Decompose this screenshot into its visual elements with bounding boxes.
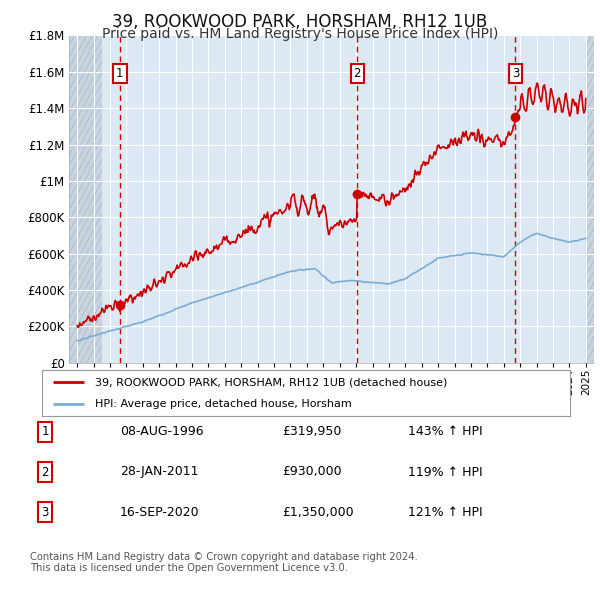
Text: £1,350,000: £1,350,000 [282, 506, 353, 519]
Text: 2: 2 [353, 67, 361, 80]
Text: 2: 2 [41, 466, 49, 478]
Text: £319,950: £319,950 [282, 425, 341, 438]
Text: Contains HM Land Registry data © Crown copyright and database right 2024.
This d: Contains HM Land Registry data © Crown c… [30, 552, 418, 573]
Text: 28-JAN-2011: 28-JAN-2011 [120, 466, 199, 478]
Bar [69, 35, 102, 363]
Text: 121% ↑ HPI: 121% ↑ HPI [408, 506, 482, 519]
Text: £930,000: £930,000 [282, 466, 341, 478]
Text: 39, ROOKWOOD PARK, HORSHAM, RH12 1UB: 39, ROOKWOOD PARK, HORSHAM, RH12 1UB [112, 13, 488, 31]
Text: Price paid vs. HM Land Registry's House Price Index (HPI): Price paid vs. HM Land Registry's House … [102, 27, 498, 41]
Text: 119% ↑ HPI: 119% ↑ HPI [408, 466, 482, 478]
Text: 1: 1 [41, 425, 49, 438]
Text: 143% ↑ HPI: 143% ↑ HPI [408, 425, 482, 438]
Text: HPI: Average price, detached house, Horsham: HPI: Average price, detached house, Hors… [95, 398, 352, 408]
Bar [586, 35, 594, 363]
Text: 3: 3 [512, 67, 519, 80]
Text: 3: 3 [41, 506, 49, 519]
Text: 39, ROOKWOOD PARK, HORSHAM, RH12 1UB (detached house): 39, ROOKWOOD PARK, HORSHAM, RH12 1UB (de… [95, 378, 447, 388]
Text: 16-SEP-2020: 16-SEP-2020 [120, 506, 200, 519]
Text: 1: 1 [116, 67, 124, 80]
Text: 08-AUG-1996: 08-AUG-1996 [120, 425, 203, 438]
